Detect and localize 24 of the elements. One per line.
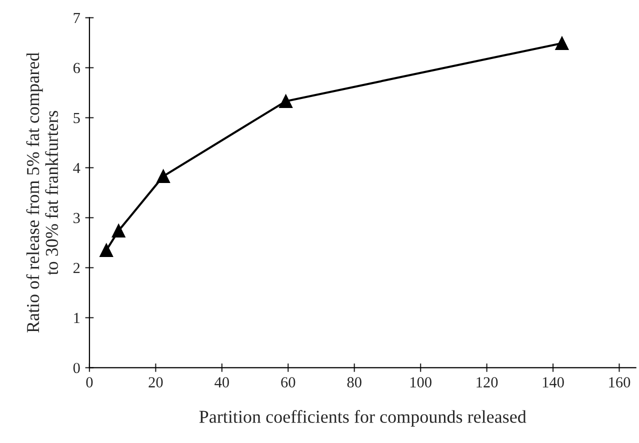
x-tick-label: 40 <box>214 377 229 388</box>
point <box>279 94 293 108</box>
y-tick-label: 1 <box>74 312 80 323</box>
y-axis-title: Ratio of release from 5% fat compared to 30% fat frankfurters <box>26 52 58 333</box>
point <box>156 169 170 183</box>
x-axis-title: Partition coefficients for compounds released <box>199 410 526 427</box>
y-tick-label: 2 <box>73 262 80 273</box>
x-tick-label: 100 <box>410 377 432 388</box>
x-tick-label: 140 <box>542 377 564 388</box>
x-tick-label: 120 <box>476 377 498 388</box>
point <box>100 243 114 257</box>
y-tick-label: 3 <box>74 212 80 224</box>
y-tick-label: 6 <box>73 62 80 74</box>
x-tick-label: 20 <box>148 377 163 388</box>
y-tick-label: 0 <box>73 362 80 374</box>
point <box>555 36 569 50</box>
y-tick-label: 4 <box>73 162 80 174</box>
point <box>112 224 126 238</box>
x-tick-label: 60 <box>281 377 296 388</box>
x-tick-label: 160 <box>609 377 630 388</box>
y-tick-label: 5 <box>74 113 80 124</box>
y-tick-label: 7 <box>74 13 80 24</box>
x-tick-label: 80 <box>347 377 362 388</box>
x-tick-label: 0 <box>86 377 93 388</box>
